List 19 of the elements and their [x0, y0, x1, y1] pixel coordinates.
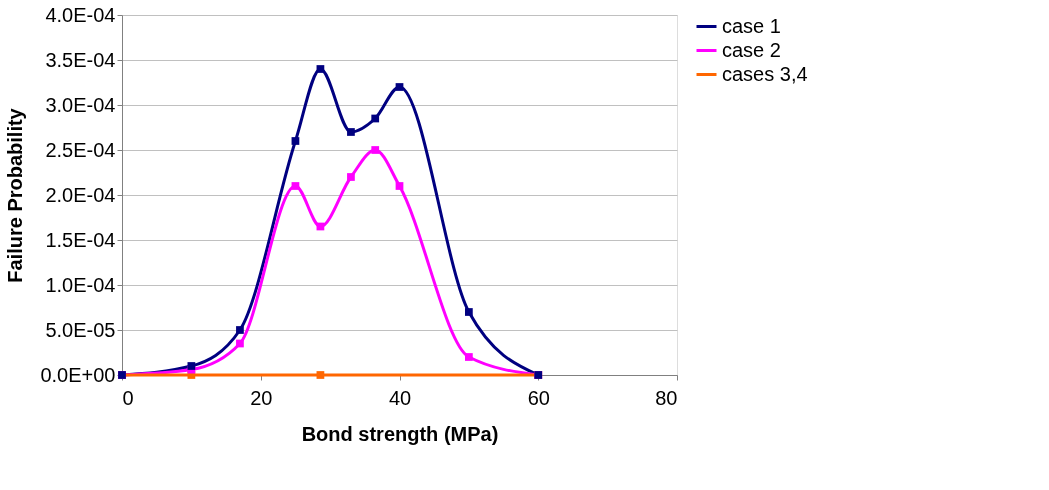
x-axis-title: Bond strength (MPa)	[301, 422, 499, 445]
y-tick-label: 1.0E-04	[45, 273, 116, 296]
x-tick-label: 20	[250, 386, 273, 409]
legend-label: case 1	[722, 14, 781, 37]
y-tick-label: 3.5E-04	[45, 48, 116, 71]
y-tick-label: 2.5E-04	[45, 138, 116, 161]
y-tick-label: 0.0E+00	[40, 363, 116, 386]
y-tick-label: 2.0E-04	[45, 183, 116, 206]
legend-label: case 2	[722, 38, 781, 61]
x-tick-label: 60	[527, 386, 550, 409]
y-axis-title: Failure Probability	[4, 107, 27, 283]
y-tick-label: 4.0E-04	[45, 3, 116, 26]
y-tick-label: 3.0E-04	[45, 93, 116, 116]
x-tick-label: 40	[388, 386, 412, 409]
y-tick-label: 5.0E-05	[45, 318, 116, 341]
x-tick-label: 80	[655, 386, 678, 409]
legend-label: cases 3,4	[722, 62, 808, 85]
y-tick-label: 1.5E-04	[45, 228, 116, 251]
x-tick-label: 0	[122, 386, 134, 409]
